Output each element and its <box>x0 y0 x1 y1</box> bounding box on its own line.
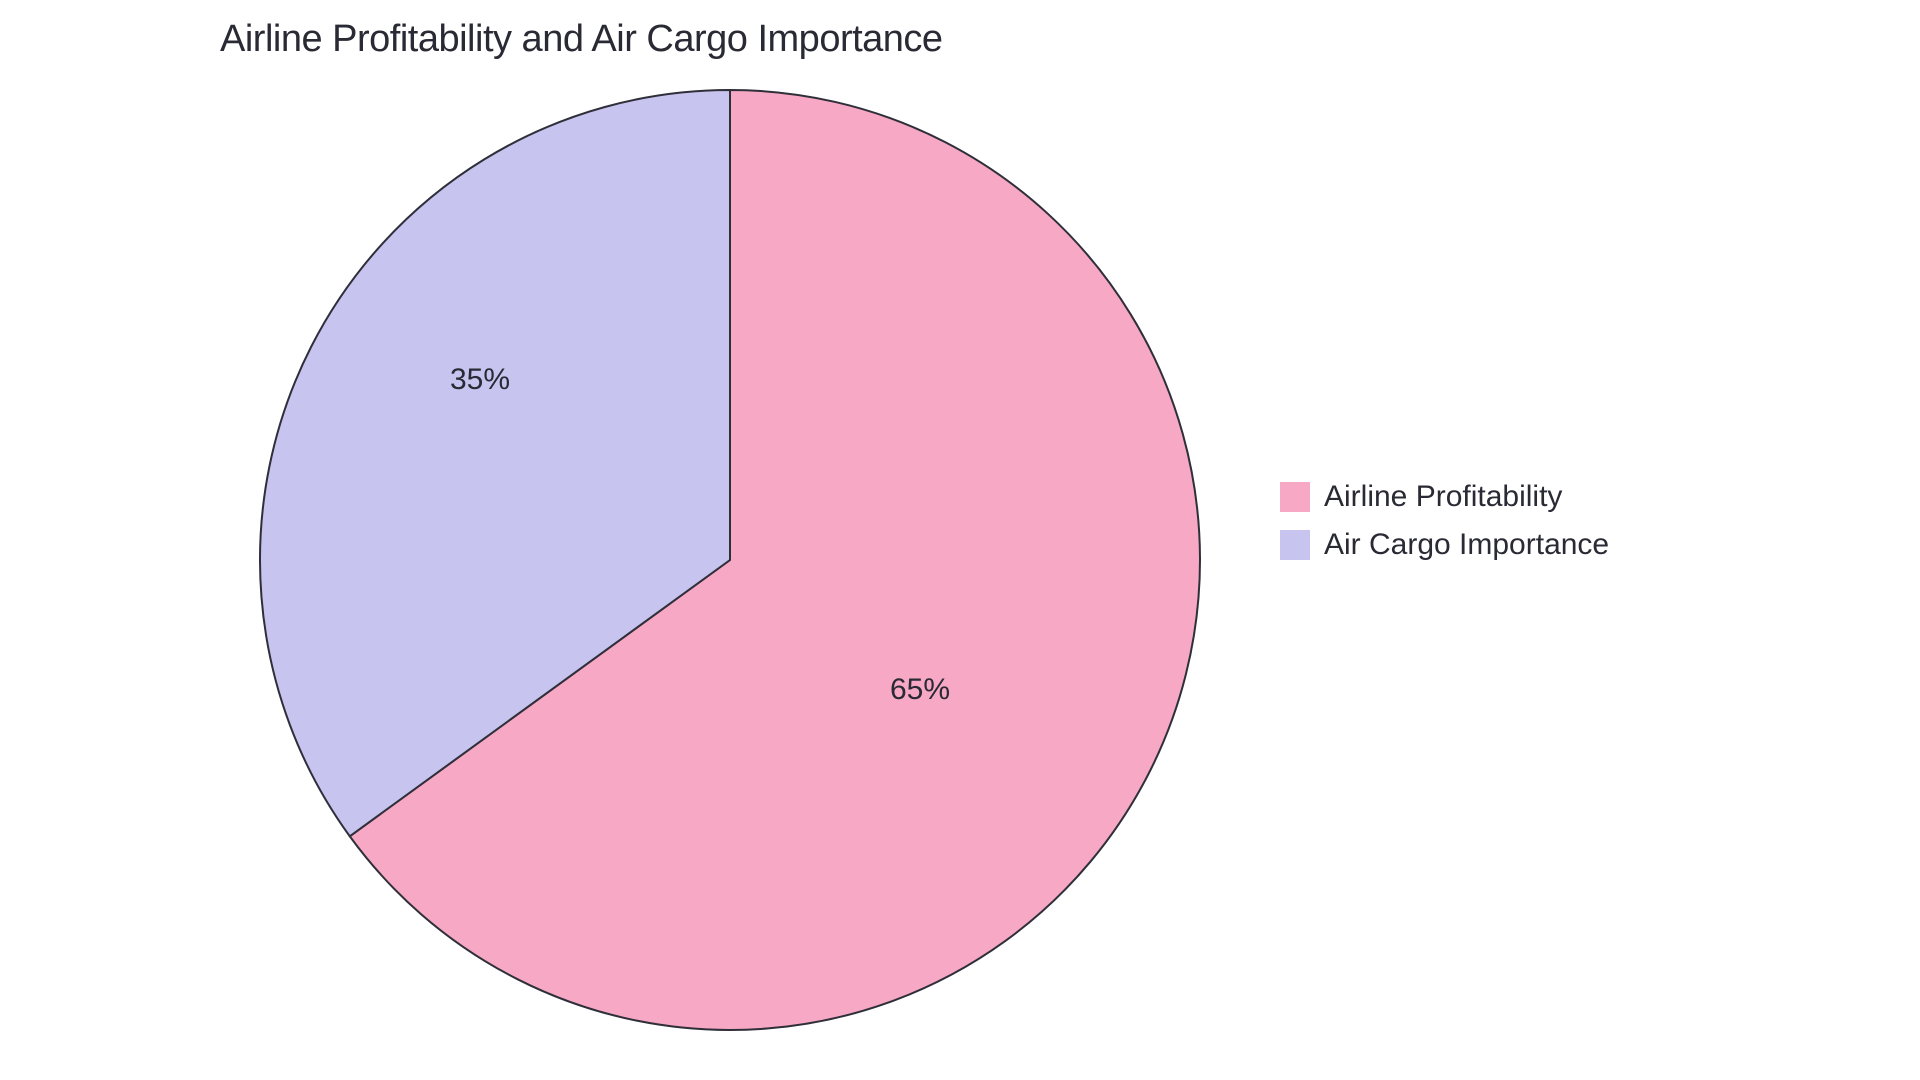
legend-label-1: Air Cargo Importance <box>1324 528 1609 562</box>
legend-item-1: Air Cargo Importance <box>1280 528 1609 562</box>
slice-label-1: 35% <box>450 363 510 397</box>
legend-swatch-1 <box>1280 530 1310 560</box>
legend-label-0: Airline Profitability <box>1324 480 1562 514</box>
pie-svg <box>256 86 1204 1034</box>
slice-label-0: 65% <box>890 673 950 707</box>
legend-swatch-0 <box>1280 482 1310 512</box>
legend-item-0: Airline Profitability <box>1280 480 1609 514</box>
legend: Airline Profitability Air Cargo Importanc… <box>1280 480 1609 562</box>
chart-container: Airline Profitability and Air Cargo Impo… <box>0 0 1920 1080</box>
chart-title: Airline Profitability and Air Cargo Impo… <box>220 18 943 61</box>
pie-chart <box>256 86 1204 1039</box>
